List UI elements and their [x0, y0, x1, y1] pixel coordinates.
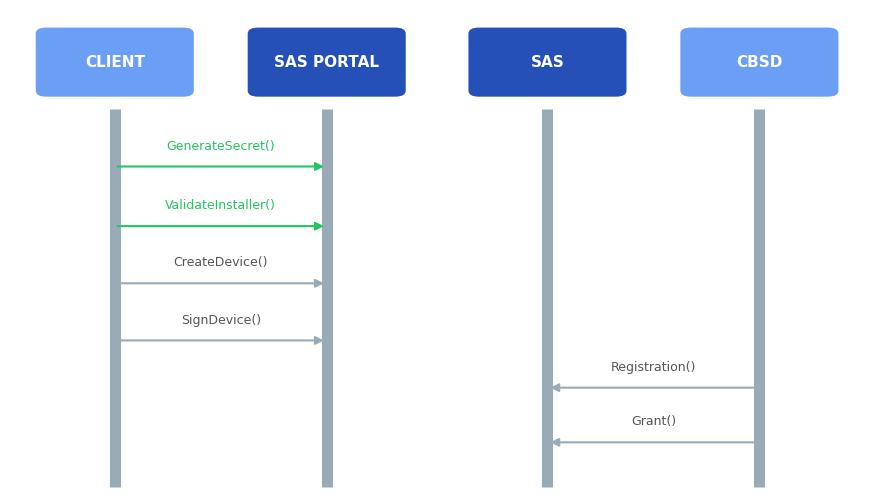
Text: Grant(): Grant() — [630, 415, 676, 428]
Text: CBSD: CBSD — [736, 55, 782, 70]
Text: CLIENT: CLIENT — [85, 55, 145, 70]
Text: ValidateInstaller(): ValidateInstaller() — [165, 199, 276, 212]
Text: Registration(): Registration() — [611, 361, 696, 374]
Text: GenerateSecret(): GenerateSecret() — [166, 140, 275, 153]
Text: SAS PORTAL: SAS PORTAL — [275, 55, 379, 70]
Text: SignDevice(): SignDevice() — [181, 314, 260, 327]
FancyBboxPatch shape — [247, 27, 406, 96]
Text: CreateDevice(): CreateDevice() — [173, 256, 268, 269]
FancyBboxPatch shape — [681, 27, 839, 96]
FancyBboxPatch shape — [468, 27, 627, 96]
Text: SAS: SAS — [531, 55, 564, 70]
FancyBboxPatch shape — [36, 27, 194, 96]
